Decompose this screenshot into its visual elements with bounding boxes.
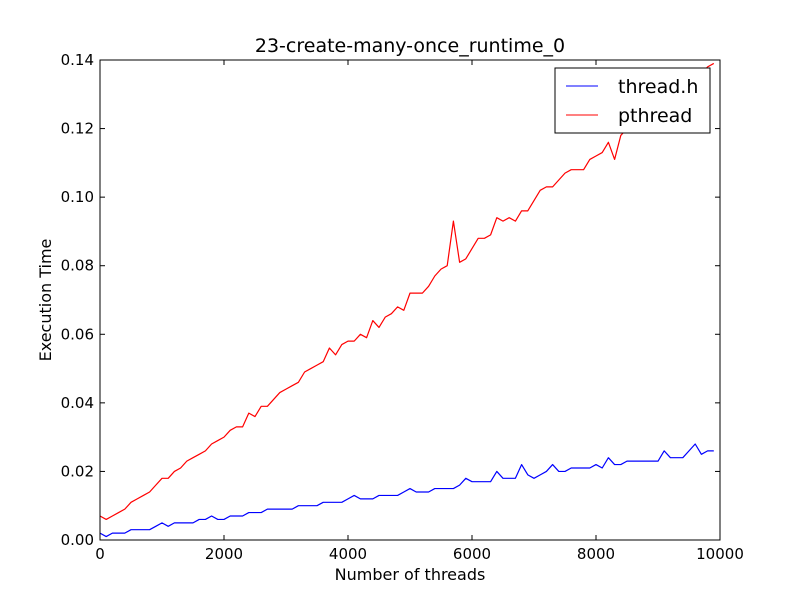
- y-tick-label: 0.00: [61, 531, 94, 549]
- plot-frame: [99, 59, 721, 541]
- x-tick-label: 0: [95, 545, 105, 563]
- tick-layer: 0 2000 4000 6000 8000 10000 0.00 0.02 0.04 0.06 0.…: [61, 51, 744, 563]
- legend: thread.h pthread: [554, 67, 711, 134]
- x-tick-label: 6000: [453, 545, 491, 563]
- y-tick-label: 0.08: [61, 257, 94, 275]
- legend-label-thread-h: thread.h: [618, 76, 698, 98]
- x-tick-label: 2000: [205, 545, 243, 563]
- series-line-pthread: [99, 62, 715, 521]
- y-tick-label: 0.04: [61, 394, 94, 412]
- y-tick-label: 0.06: [61, 325, 94, 343]
- chart-title: 23-create-many-once_runtime_0: [255, 35, 565, 57]
- series-layer: [99, 62, 715, 538]
- y-tick-label: 0.10: [61, 188, 94, 206]
- y-axis-label: Execution Time: [36, 239, 55, 362]
- legend-label-pthread: pthread: [618, 105, 692, 127]
- y-tick-label: 0.14: [61, 51, 94, 69]
- series-line-thread-h: [99, 443, 714, 538]
- plot-area: [100, 60, 720, 540]
- x-tick-label: 10000: [696, 545, 744, 563]
- x-tick-label: 4000: [329, 545, 367, 563]
- x-axis-label: Number of threads: [335, 565, 486, 584]
- y-tick-label: 0.02: [61, 462, 94, 480]
- legend-box: [554, 67, 711, 134]
- y-tick-label: 0.12: [61, 120, 94, 138]
- x-tick-label: 8000: [577, 545, 615, 563]
